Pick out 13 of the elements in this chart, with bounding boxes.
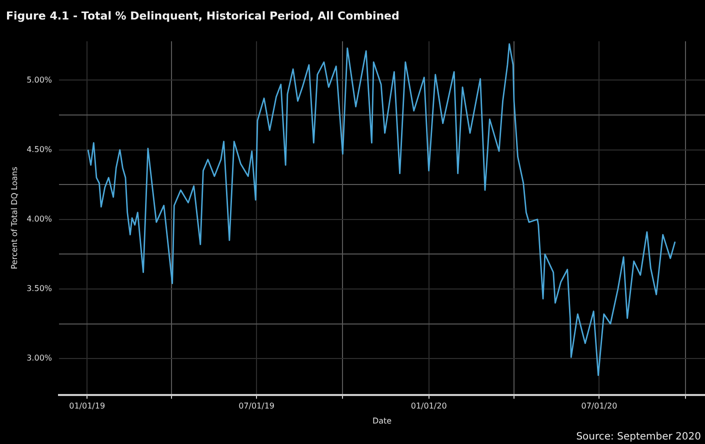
chart-title: Figure 4.1 - Total % Delinquent, Historical Period, All Combined — [6, 9, 400, 22]
y-axis-title: Percent of Total DQ Loans — [10, 166, 19, 270]
x-tick-label: 07/01/20 — [581, 402, 618, 411]
y-tick-label: 4.00% — [26, 214, 52, 224]
y-tick-label: 3.50% — [26, 284, 52, 294]
y-tick-label: 3.00% — [26, 354, 52, 363]
source-note: Source: September 2020 — [576, 432, 701, 443]
x-tick-label: 01/01/19 — [69, 402, 106, 411]
x-tick-label: 07/01/19 — [238, 402, 275, 411]
y-tick-label: 5.00% — [26, 75, 52, 84]
x-tick-label: 01/01/20 — [410, 402, 447, 411]
y-tick-label: 4.50% — [26, 144, 52, 154]
x-axis-title: Date — [372, 416, 392, 426]
